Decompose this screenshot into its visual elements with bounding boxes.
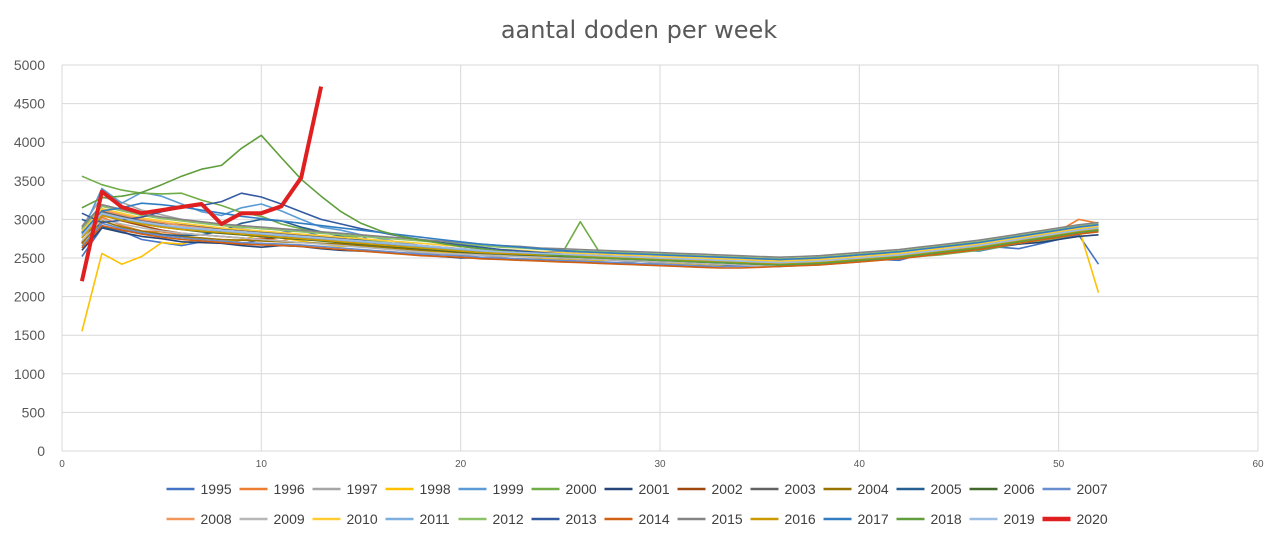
legend-label: 2010	[347, 511, 378, 527]
legend-label: 2016	[785, 511, 816, 527]
legend-item-2002: 2002	[677, 481, 743, 497]
axis-ticks: 0500100015002000250030003500400045005000…	[14, 57, 1264, 470]
legend: 1995 1996 1997 1998 1999 2000 2001 2002 2003 2004…	[166, 481, 1108, 527]
legend-item-1996: 1996	[239, 481, 305, 497]
y-tick-label: 4500	[14, 96, 45, 112]
x-tick-label: 10	[256, 459, 268, 470]
legend-label: 2018	[931, 511, 962, 527]
legend-label: 2007	[1077, 481, 1108, 497]
series-line-2017	[81, 202, 1099, 261]
x-tick-label: 30	[654, 459, 666, 470]
legend-item-2008: 2008	[166, 511, 232, 527]
legend-item-2014: 2014	[604, 511, 670, 527]
y-tick-label: 2000	[14, 289, 45, 305]
legend-label: 2020	[1077, 511, 1108, 527]
series-line-2019	[81, 212, 1099, 264]
legend-item-2004: 2004	[823, 481, 889, 497]
y-tick-label: 3500	[14, 173, 45, 189]
legend-item-2017: 2017	[823, 511, 889, 527]
legend-label: 2011	[420, 511, 450, 527]
legend-label: 2000	[566, 481, 597, 497]
legend-label: 1998	[420, 481, 451, 497]
legend-item-1999: 1999	[458, 481, 524, 497]
legend-label: 2001	[639, 481, 670, 497]
legend-label: 1999	[493, 481, 524, 497]
legend-label: 2008	[201, 511, 232, 527]
legend-item-2005: 2005	[896, 481, 962, 497]
x-tick-label: 40	[854, 459, 866, 470]
y-tick-label: 500	[22, 404, 46, 420]
legend-item-2007: 2007	[1042, 481, 1108, 497]
y-tick-label: 3000	[14, 211, 45, 227]
legend-label: 2009	[274, 511, 305, 527]
legend-label: 1997	[347, 481, 378, 497]
series-line-2018	[81, 134, 1099, 266]
series-line-2020	[79, 86, 324, 282]
x-tick-label: 0	[59, 459, 65, 470]
legend-label: 2005	[931, 481, 962, 497]
legend-item-2010: 2010	[312, 511, 378, 527]
legend-item-2013: 2013	[531, 511, 597, 527]
legend-item-2006: 2006	[969, 481, 1035, 497]
legend-label: 2014	[639, 511, 670, 527]
legend-item-2016: 2016	[750, 511, 816, 527]
series-line-2015	[81, 203, 1099, 259]
legend-label: 2015	[712, 511, 743, 527]
legend-item-2012: 2012	[458, 511, 524, 527]
legend-item-2001: 2001	[604, 481, 670, 497]
legend-label: 2013	[566, 511, 597, 527]
legend-item-2003: 2003	[750, 481, 816, 497]
legend-item-1998: 1998	[385, 481, 451, 497]
chart-title: aantal doden per week	[501, 16, 777, 44]
legend-item-2018: 2018	[896, 511, 962, 527]
legend-label: 2019	[1004, 511, 1035, 527]
series-line-2010	[81, 207, 1099, 262]
series-line-2014	[81, 224, 1099, 269]
y-tick-label: 2500	[14, 250, 45, 266]
y-tick-label: 5000	[14, 57, 45, 73]
x-tick-label: 50	[1053, 459, 1065, 470]
legend-label: 2004	[858, 481, 889, 497]
y-tick-label: 1000	[14, 366, 45, 382]
legend-item-2019: 2019	[969, 511, 1035, 527]
x-tick-label: 60	[1252, 459, 1264, 470]
legend-label: 2002	[712, 481, 743, 497]
legend-item-2020: 2020	[1042, 511, 1108, 527]
legend-item-1997: 1997	[312, 481, 378, 497]
legend-label: 2006	[1004, 481, 1035, 497]
legend-label: 1995	[201, 481, 232, 497]
y-tick-label: 0	[37, 443, 45, 459]
legend-label: 2017	[858, 511, 889, 527]
y-tick-label: 1500	[14, 327, 45, 343]
y-tick-label: 4000	[14, 134, 45, 150]
legend-item-2009: 2009	[239, 511, 305, 527]
legend-item-2011: 2011	[385, 511, 450, 527]
legend-item-2000: 2000	[531, 481, 597, 497]
x-tick-label: 20	[455, 459, 467, 470]
legend-label: 1996	[274, 481, 305, 497]
legend-label: 2012	[493, 511, 524, 527]
legend-label: 2003	[785, 481, 816, 497]
series-lines	[79, 86, 1100, 332]
legend-item-2015: 2015	[677, 511, 743, 527]
legend-item-1995: 1995	[166, 481, 232, 497]
